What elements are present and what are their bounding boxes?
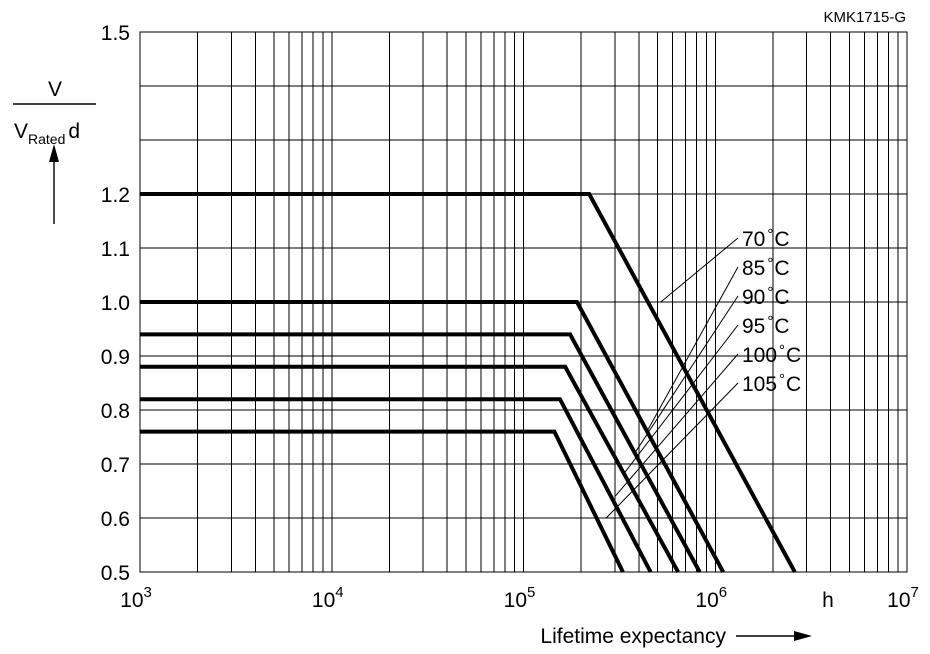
series-leader-line	[634, 295, 739, 454]
figure-code: KMK1715-G	[823, 9, 906, 26]
series-label: 70 °C	[742, 226, 790, 251]
x-axis-label: Lifetime expectancy	[540, 625, 726, 648]
series-line	[140, 397, 653, 573]
y-axis-denominator-sub: Rated	[28, 131, 65, 147]
series-label: 85 °C	[742, 255, 790, 280]
x-tick-label: 106	[695, 584, 727, 612]
y-axis-arrow-head	[49, 144, 59, 162]
y-axis-denominator-v: V	[14, 120, 28, 143]
y-tick-label: 1.5	[101, 22, 130, 45]
y-tick-label: 0.9	[101, 346, 130, 369]
x-unit-label: h	[822, 589, 834, 612]
series-leader-line	[646, 266, 739, 432]
series-curves	[140, 192, 797, 573]
x-tick-label: 107	[887, 584, 919, 612]
legend-leader-lines	[605, 237, 739, 519]
x-tick-labels: 103 104 105 106 107	[120, 584, 919, 612]
series-label: 95 °C	[742, 313, 790, 338]
series-leader-line	[605, 382, 739, 519]
x-tick-label: 104	[312, 584, 344, 612]
series-label: 90 °C	[742, 284, 790, 309]
series-leader-line	[660, 237, 739, 303]
y-tick-label: 1.2	[101, 184, 130, 207]
x-tick-label: 105	[504, 584, 536, 612]
y-tick-label: 0.5	[101, 562, 130, 585]
y-axis-numerator: V	[48, 78, 62, 101]
y-tick-label: 1.0	[101, 292, 130, 315]
y-tick-labels: 0.5 0.6 0.7 0.8 0.9 1.0 1.1 1.2 1.5	[101, 22, 130, 585]
series-labels: 70 °C 85 °C 90 °C 95 °C 100 °C 105 °C	[742, 226, 801, 396]
y-tick-label: 0.7	[101, 454, 130, 477]
series-line	[140, 364, 680, 573]
series-leader-line	[614, 353, 739, 497]
y-tick-label: 1.1	[101, 238, 130, 261]
plot-frame	[139, 31, 908, 573]
y-tick-label: 0.8	[101, 400, 130, 423]
series-line	[140, 429, 625, 573]
y-axis-denominator: VRated d	[14, 120, 80, 147]
y-axis-denominator-suffix: d	[68, 120, 80, 143]
series-label: 105 °C	[742, 371, 801, 396]
series-line	[140, 332, 702, 573]
series-line	[140, 192, 797, 573]
x-tick-label: 103	[120, 584, 152, 612]
series-leader-line	[622, 324, 739, 476]
y-tick-label: 0.6	[101, 508, 130, 531]
series-line	[140, 300, 725, 573]
x-axis-arrow-head	[794, 631, 812, 641]
series-label: 100 °C	[742, 342, 801, 367]
